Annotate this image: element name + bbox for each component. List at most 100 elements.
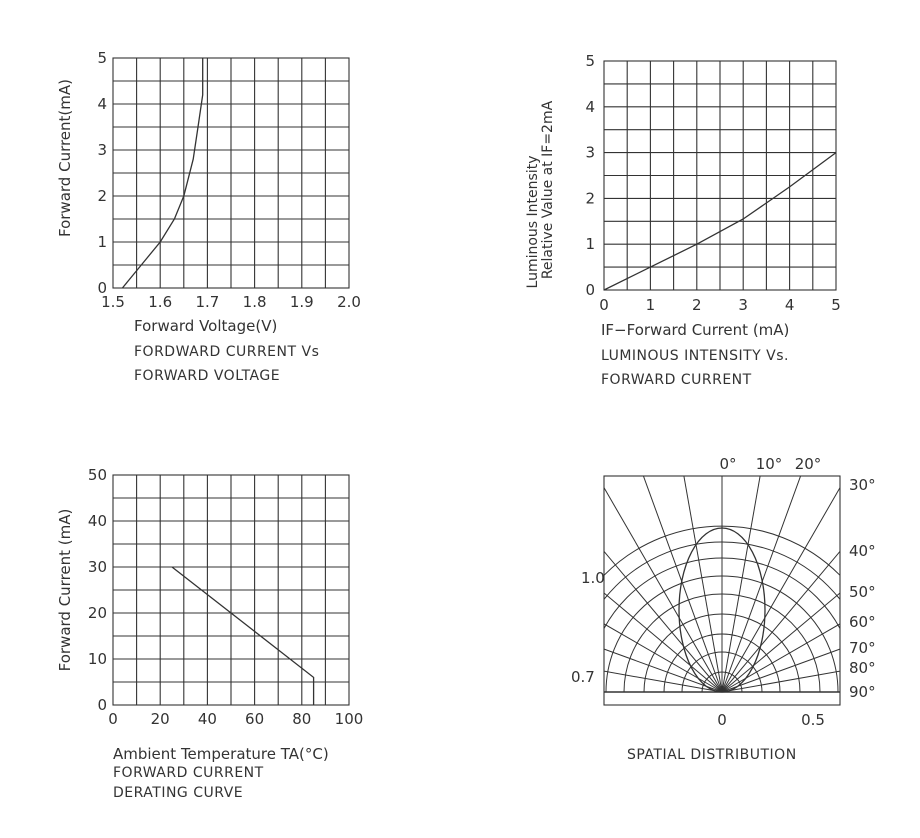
y-tick-label: 2	[97, 187, 107, 205]
chart-spatial-distribution: 0° 10° 20°30°40°50°60°70°80°90° 1.0 0.7 0 …	[571, 455, 876, 763]
y-tick-label: 5	[585, 52, 595, 70]
polar-spoke	[604, 486, 723, 693]
x-tick-label: 60	[245, 710, 264, 728]
y-tick-labels: 0 10 20 30 40 50	[88, 466, 107, 714]
angle-label: 20°	[795, 455, 822, 473]
x-tick-label: 0	[108, 710, 118, 728]
caption-line-1: FORDWARD CURRENT Vs	[134, 344, 319, 360]
y-tick-label: 30	[88, 558, 107, 576]
angle-label: 30°	[849, 476, 876, 494]
x-tick-label: 3	[738, 296, 748, 314]
plot-grid	[112, 57, 350, 289]
x-tick-label: 1.7	[195, 293, 219, 311]
y-tick-label: 40	[88, 512, 107, 530]
x-tick-label: 100	[335, 710, 364, 728]
x-tick-labels: 1.5 1.6 1.7 1.8 1.9 2.0	[101, 293, 361, 311]
polar-plot	[603, 475, 841, 706]
bottom-label-left: 0	[717, 711, 727, 729]
x-tick-labels: 0 1 2 3 4 5	[599, 296, 841, 314]
x-tick-label: 1	[646, 296, 656, 314]
polar-spoke	[721, 648, 840, 693]
polar-spoke	[721, 476, 761, 693]
angle-label: 90°	[849, 683, 876, 701]
y-tick-label: 4	[585, 98, 595, 116]
radiation-pattern	[678, 527, 766, 693]
angle-labels: 0° 10° 20° 30° 40° 50° 60° 70° 80° 90°	[719, 455, 875, 701]
angle-label: 80°	[849, 659, 876, 677]
x-axis-label: IF−Forward Current (mA)	[601, 321, 789, 339]
bottom-label-right: 0.5	[801, 711, 825, 729]
series-line	[121, 58, 204, 289]
polar-spoke	[604, 623, 723, 693]
caption-line-1: FORWARD CURRENT	[113, 765, 264, 781]
series-line	[171, 566, 315, 705]
angle-label: 10°	[756, 455, 783, 473]
x-tick-label: 5	[831, 296, 841, 314]
caption-line-2: FORWARD VOLTAGE	[134, 368, 280, 384]
y-tick-label: 20	[88, 604, 107, 622]
polar-spoke	[721, 486, 840, 693]
x-axis-label: Forward Voltage(V)	[134, 317, 277, 335]
y-axis-label: Forward Current(mA)	[56, 79, 74, 237]
polar-spoke	[721, 670, 840, 693]
caption: SPATIAL DISTRIBUTION	[627, 747, 797, 763]
x-tick-label: 1.8	[243, 293, 267, 311]
polar-spoke	[683, 476, 723, 693]
y-tick-label: 0	[97, 279, 107, 297]
y-tick-label: 3	[97, 141, 107, 159]
polar-spoke	[604, 648, 723, 693]
y-axis-label-line-2: Relative Value at IF=2mA	[540, 100, 556, 279]
angle-label: 40°	[849, 542, 876, 560]
x-tick-label: 2.0	[337, 293, 361, 311]
polar-spoke	[721, 592, 840, 693]
chart-iv-curve: 1.5 1.6 1.7 1.8 1.9 2.0 0 1 2 3 4 5 Forward Curren…	[56, 49, 361, 384]
angle-label: 0°	[719, 455, 736, 473]
y-axis-label: Forward Current (mA)	[56, 509, 74, 672]
caption-line-1: LUMINOUS INTENSITY Vs.	[601, 348, 789, 364]
radial-label-1-0: 1.0	[581, 569, 605, 587]
x-tick-label: 1.5	[101, 293, 125, 311]
y-tick-label: 0	[97, 696, 107, 714]
x-tick-label: 1.9	[290, 293, 314, 311]
y-tick-label: 4	[97, 95, 107, 113]
caption-line-2: FORWARD CURRENT	[601, 372, 752, 388]
y-tick-label: 1	[585, 235, 595, 253]
plot-grid	[603, 60, 837, 291]
angle-label: 50°	[849, 583, 876, 601]
x-tick-label: 20	[151, 710, 170, 728]
x-axis-label: Ambient Temperature TA(°C)	[113, 745, 329, 763]
y-tick-label: 0	[585, 281, 595, 299]
x-tick-label: 2	[692, 296, 702, 314]
angle-label: 70°	[849, 639, 876, 657]
polar-grid	[604, 476, 840, 693]
polar-spoke	[721, 476, 802, 693]
y-axis-label-line-1: Luminous Intensity	[525, 156, 541, 289]
y-tick-label: 2	[585, 189, 595, 207]
y-tick-label: 5	[97, 49, 107, 67]
x-tick-label: 1.6	[148, 293, 172, 311]
x-tick-label: 4	[785, 296, 795, 314]
y-tick-labels: 0 1 2 3 4 5	[585, 52, 595, 299]
plot-grid	[112, 474, 350, 706]
y-tick-label: 1	[97, 233, 107, 251]
polar-spoke	[604, 592, 723, 693]
polar-spoke	[721, 623, 840, 693]
angle-label: 60°	[849, 613, 876, 631]
y-tick-label: 50	[88, 466, 107, 484]
polar-spoke	[604, 670, 723, 693]
radial-label-0-7: 0.7	[571, 668, 595, 686]
series-line	[603, 152, 837, 291]
polar-spoke	[642, 476, 723, 693]
x-tick-labels: 0 20 40 60 80 100	[108, 710, 363, 728]
x-tick-label: 0	[599, 296, 609, 314]
y-tick-labels: 0 1 2 3 4 5	[97, 49, 107, 297]
x-tick-label: 40	[198, 710, 217, 728]
y-tick-label: 10	[88, 650, 107, 668]
y-tick-label: 3	[585, 144, 595, 162]
chart-luminous-intensity: 0 1 2 3 4 5 0 1 2 3 4 5 Luminous Intensity Relativ…	[525, 52, 841, 388]
x-tick-label: 80	[292, 710, 311, 728]
polar-spoke	[721, 550, 840, 693]
polar-spoke	[604, 550, 723, 693]
caption-line-2: DERATING CURVE	[113, 785, 243, 801]
